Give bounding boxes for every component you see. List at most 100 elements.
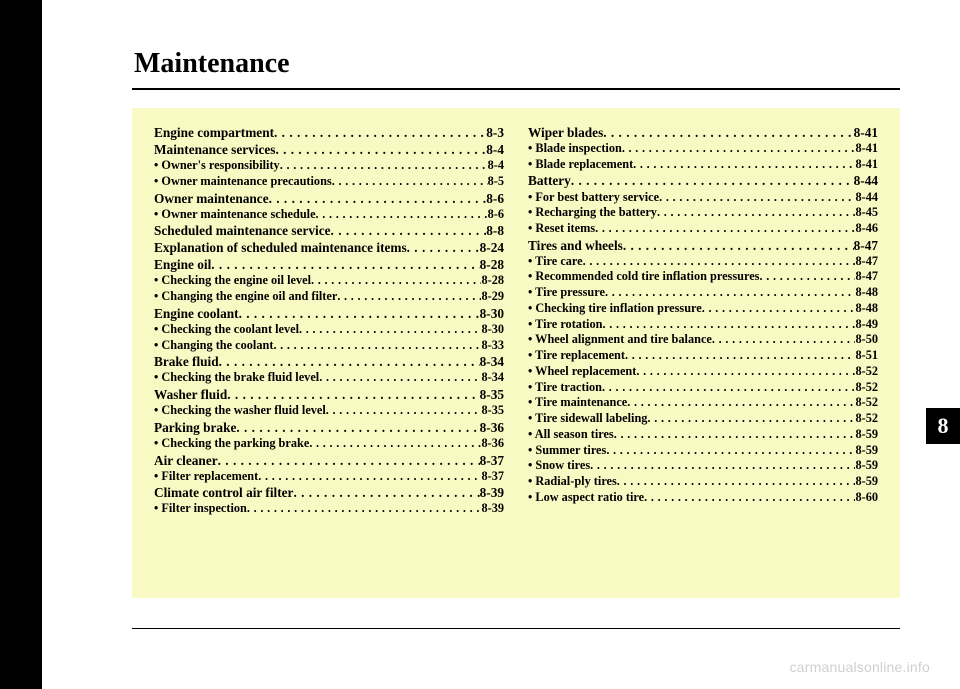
toc-label: • Recharging the battery	[528, 205, 657, 221]
toc-leader	[331, 222, 487, 239]
toc-label: • Tire pressure	[528, 285, 605, 301]
toc-leader	[627, 395, 855, 411]
toc-leader	[633, 157, 855, 173]
toc-page: 8-37	[480, 452, 504, 469]
toc-subitem: • Wheel replacement 8-52	[528, 364, 878, 380]
toc-heading: Maintenance services 8-4	[154, 141, 504, 158]
toc-page: 8-52	[855, 364, 878, 380]
toc-subitem: • Checking the engine oil level 8-28	[154, 273, 504, 289]
toc-label: • Checking the parking brake	[154, 436, 309, 452]
toc-label: Air cleaner	[154, 452, 218, 469]
toc-subitem: • Tire maintenance 8-52	[528, 395, 878, 411]
toc-label: • Checking the washer fluid level	[154, 403, 326, 419]
toc-page: 8-51	[855, 348, 878, 364]
toc-page: 8-34	[481, 370, 504, 386]
toc-subitem: • Checking tire inflation pressure 8-48	[528, 301, 878, 317]
toc-subitem: • Checking the coolant level 8-30	[154, 322, 504, 338]
toc-subitem: • Owner maintenance schedule 8-6	[154, 207, 504, 223]
toc-subitem: • Tire care 8-47	[528, 254, 878, 270]
toc-subitem: • Changing the engine oil and filter 8-2…	[154, 289, 504, 305]
toc-leader	[269, 190, 487, 207]
toc-leader	[326, 403, 482, 419]
toc-page: 8-4	[486, 141, 504, 158]
toc-label: Scheduled maintenance service	[154, 222, 331, 239]
toc-label: • Checking the engine oil level	[154, 273, 311, 289]
toc-label: • Filter replacement	[154, 469, 258, 485]
toc-leader	[625, 348, 855, 364]
toc-heading: Engine coolant 8-30	[154, 305, 504, 322]
toc-leader	[759, 269, 855, 285]
toc-subitem: • Tire sidewall labeling 8-52	[528, 411, 878, 427]
toc-leader	[623, 237, 854, 254]
toc-leader	[247, 501, 482, 517]
toc-heading: Scheduled maintenance service 8-8	[154, 222, 504, 239]
toc-page: 8-6	[488, 207, 504, 223]
toc-leader	[332, 174, 488, 190]
toc-leader	[319, 370, 481, 386]
toc-leader	[622, 141, 856, 157]
toc-leader	[236, 419, 479, 436]
toc-subitem: • Blade inspection 8-41	[528, 141, 878, 157]
toc-page: 8-29	[481, 289, 504, 305]
toc-leader	[603, 124, 853, 141]
toc-leader	[590, 458, 855, 474]
toc-leader	[702, 301, 856, 317]
toc-page: 8-39	[481, 501, 504, 517]
toc-page: 8-3	[486, 124, 504, 141]
toc-label: • Tire maintenance	[528, 395, 627, 411]
toc-leader	[274, 124, 486, 141]
toc-page: 8-44	[854, 172, 878, 189]
toc-page: 8-4	[488, 158, 504, 174]
toc-page: 8-41	[855, 141, 878, 157]
toc-leader	[299, 322, 481, 338]
toc-label: • Snow tires	[528, 458, 590, 474]
toc-leader	[239, 305, 480, 322]
toc-page: 8-47	[855, 269, 878, 285]
toc-label: • Blade inspection	[528, 141, 622, 157]
toc-column-right: Wiper blades 8-41• Blade inspection 8-41…	[516, 124, 878, 582]
toc-subitem: • Wheel alignment and tire balance 8-50	[528, 332, 878, 348]
toc-label: • Changing the engine oil and filter	[154, 289, 337, 305]
toc-subitem: • Summer tires 8-59	[528, 443, 878, 459]
toc-subitem: • Recharging the battery 8-45	[528, 205, 878, 221]
toc-leader	[614, 427, 856, 443]
toc-subitem: • Tire pressure 8-48	[528, 285, 878, 301]
toc-label: • Tire care	[528, 254, 583, 270]
toc-heading: Owner maintenance 8-6	[154, 190, 504, 207]
toc-page: 8-60	[855, 490, 878, 506]
toc-column-left: Engine compartment 8-3Maintenance servic…	[154, 124, 516, 582]
toc-label: • For best battery service	[528, 190, 659, 206]
toc-heading: Brake fluid 8-34	[154, 353, 504, 370]
toc-page: 8-44	[855, 190, 878, 206]
toc-label: • Tire replacement	[528, 348, 625, 364]
toc-leader	[227, 386, 479, 403]
toc-leader	[219, 353, 480, 370]
toc-subitem: • Tire rotation 8-49	[528, 317, 878, 333]
toc-page: 8-39	[480, 484, 504, 501]
toc-leader	[258, 469, 481, 485]
toc-label: • Tire traction	[528, 380, 602, 396]
toc-label: • Checking tire inflation pressure	[528, 301, 702, 317]
toc-heading: Battery 8-44	[528, 172, 878, 189]
title-rule	[132, 88, 900, 90]
toc-leader	[712, 332, 856, 348]
toc-label: Washer fluid	[154, 386, 227, 403]
chapter-tab: 8	[926, 408, 960, 444]
toc-page: 8-8	[486, 222, 504, 239]
toc-page: 8-6	[486, 190, 504, 207]
toc-leader	[636, 364, 855, 380]
toc-page: 8-36	[481, 436, 504, 452]
toc-heading: Engine oil 8-28	[154, 256, 504, 273]
toc-label: Battery	[528, 172, 571, 189]
toc-page: 8-37	[481, 469, 504, 485]
toc-subitem: • Low aspect ratio tire 8-60	[528, 490, 878, 506]
toc-label: • Checking the brake fluid level	[154, 370, 319, 386]
toc-page: 8-45	[855, 205, 878, 221]
toc-label: • Wheel replacement	[528, 364, 636, 380]
toc-label: • Radial-ply tires	[528, 474, 617, 490]
toc-page: 8-52	[855, 411, 878, 427]
toc-subitem: • Tire replacement 8-51	[528, 348, 878, 364]
toc-heading: Explanation of scheduled maintenance ite…	[154, 239, 504, 256]
toc-label: • Tire sidewall labeling	[528, 411, 647, 427]
toc-subitem: • Owner's responsibility 8-4	[154, 158, 504, 174]
